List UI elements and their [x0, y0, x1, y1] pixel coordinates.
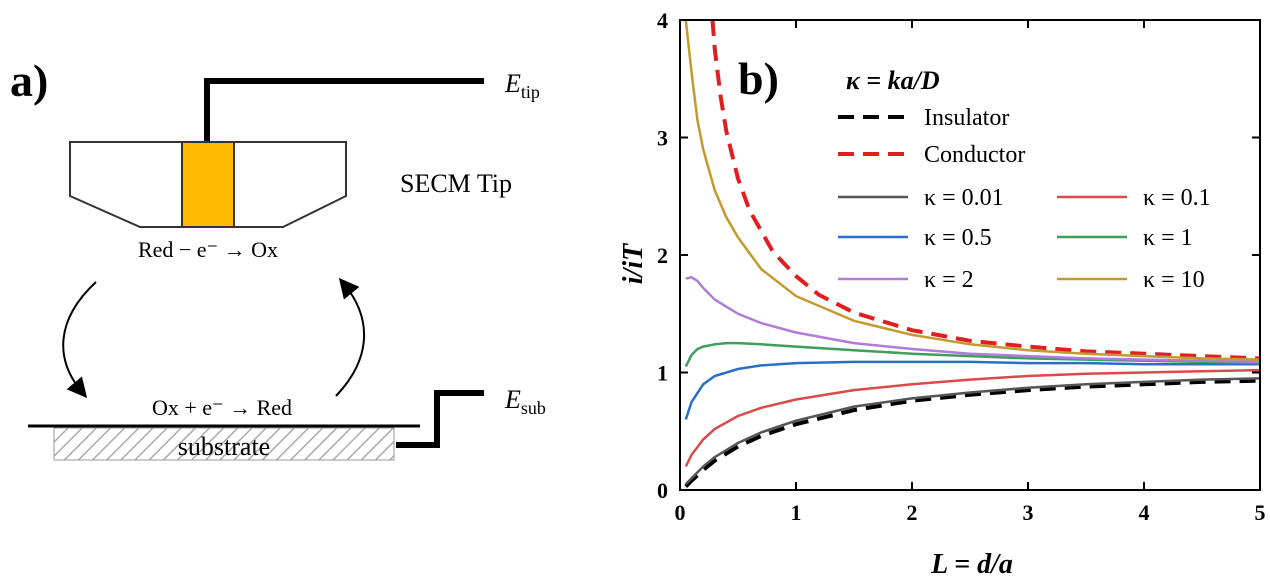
secm-schematic: a) Etip SECM Tip Red − e⁻ → Ox Ox + e⁻ →… — [0, 0, 600, 581]
legend-label: κ = 2 — [924, 267, 974, 293]
legend-label: Insulator — [924, 105, 1009, 131]
legend-title: κ = ka/D — [846, 66, 940, 95]
tip-wire — [207, 81, 484, 142]
y-tick-label: 2 — [657, 243, 668, 268]
e-sub-label: Esub — [504, 385, 546, 418]
legend: Insulator Conductor κ = 0.01 κ = 0.1 κ = 0.5… — [838, 105, 1211, 293]
substrate-label: substrate — [178, 432, 270, 461]
x-tick-label: 5 — [1255, 500, 1266, 525]
x-tick-label: 2 — [907, 500, 918, 525]
legend-label: Conductor — [924, 142, 1025, 168]
legend-label: κ = 0.5 — [924, 225, 992, 251]
panel-a-label: a) — [10, 55, 48, 106]
tip-reaction: Red − e⁻ → Ox — [138, 237, 278, 262]
y-tick-label: 4 — [657, 8, 668, 33]
series-line-4 — [686, 362, 1260, 420]
y-axis-label: i/iT — [618, 242, 649, 284]
legend-label: κ = 10 — [1143, 267, 1205, 293]
y-tick-label: 0 — [657, 478, 668, 503]
tip-electrode — [182, 142, 234, 227]
x-axis-label: L = d/a — [930, 549, 1013, 580]
arrow-down-icon — [63, 282, 96, 392]
substrate-wire — [396, 393, 484, 445]
legend-label: κ = 0.01 — [924, 185, 1004, 211]
feedback-chart: 0 1 2 3 4 5 0 1 2 3 4 b) κ = ka/D Insulator Conduct… — [600, 0, 1270, 581]
secm-tip-label: SECM Tip — [400, 169, 512, 198]
x-tick-label: 3 — [1023, 500, 1034, 525]
e-tip-label: Etip — [504, 69, 540, 102]
series-line-0 — [686, 381, 1260, 487]
panel-b-label: b) — [738, 53, 779, 104]
x-tick-label: 0 — [675, 500, 686, 525]
legend-label: κ = 1 — [1143, 225, 1193, 251]
x-tick-label: 1 — [791, 500, 802, 525]
legend-label: κ = 0.1 — [1143, 185, 1211, 211]
x-tick-label: 4 — [1139, 500, 1150, 525]
arrow-up-icon — [336, 284, 364, 396]
y-tick-label: 1 — [657, 361, 668, 386]
y-tick-label: 3 — [657, 126, 668, 151]
substrate-reaction: Ox + e⁻ → Red — [152, 395, 292, 420]
